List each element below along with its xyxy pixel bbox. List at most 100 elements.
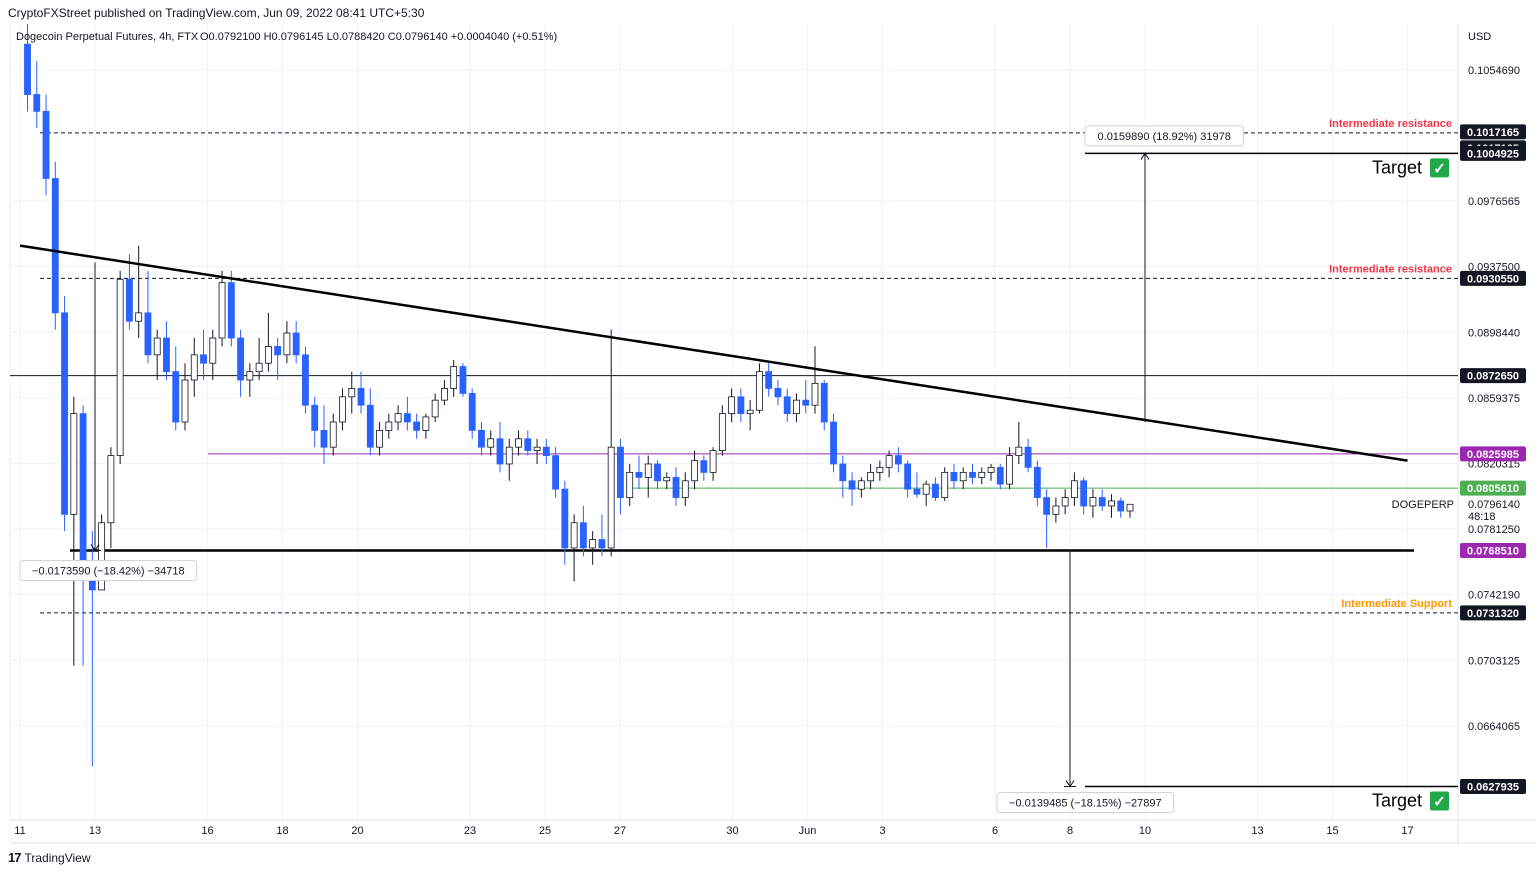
candle[interactable] <box>728 388 736 422</box>
candle[interactable] <box>468 388 476 439</box>
candle[interactable] <box>366 388 374 456</box>
candle[interactable] <box>737 388 745 422</box>
candle[interactable] <box>672 467 680 506</box>
candle[interactable] <box>524 430 532 456</box>
candle[interactable] <box>70 396 78 666</box>
candle[interactable] <box>1117 497 1125 518</box>
candle[interactable] <box>857 477 865 498</box>
candle[interactable] <box>126 254 133 330</box>
candle[interactable] <box>264 312 272 372</box>
candle[interactable] <box>570 514 578 582</box>
candle[interactable] <box>274 338 282 381</box>
candle[interactable] <box>987 463 995 481</box>
candle[interactable] <box>589 531 597 565</box>
candle[interactable] <box>1015 422 1023 464</box>
candle[interactable] <box>144 270 152 364</box>
candle[interactable] <box>209 329 217 381</box>
candle[interactable] <box>756 363 763 414</box>
candle[interactable] <box>709 447 717 481</box>
candle[interactable] <box>79 405 87 666</box>
candle[interactable] <box>153 329 161 381</box>
candle[interactable] <box>746 400 754 431</box>
candle[interactable] <box>783 388 791 422</box>
candle[interactable] <box>542 438 550 464</box>
candle[interactable] <box>839 455 847 498</box>
candle[interactable] <box>876 460 884 481</box>
candle[interactable] <box>830 413 837 473</box>
candle[interactable] <box>793 393 800 422</box>
candle[interactable] <box>969 463 976 485</box>
candle[interactable] <box>116 270 124 464</box>
candle[interactable] <box>1071 472 1078 506</box>
candle[interactable] <box>292 321 300 364</box>
candle[interactable] <box>820 380 828 431</box>
candle[interactable] <box>1024 438 1032 473</box>
candle[interactable] <box>181 363 189 431</box>
candles[interactable] <box>24 24 1134 767</box>
candle[interactable] <box>635 455 643 490</box>
candle[interactable] <box>24 24 31 112</box>
candle[interactable] <box>487 430 495 456</box>
candle[interactable] <box>376 422 383 456</box>
candle[interactable] <box>283 321 291 364</box>
candle[interactable] <box>1108 494 1115 518</box>
candle[interactable] <box>607 329 615 557</box>
candle[interactable] <box>598 514 606 557</box>
candle[interactable] <box>302 346 309 414</box>
candle[interactable] <box>403 396 411 431</box>
candle[interactable] <box>450 359 458 397</box>
candle[interactable] <box>246 363 254 397</box>
candle[interactable] <box>459 363 467 397</box>
candle[interactable] <box>255 338 263 381</box>
candle[interactable] <box>996 463 1004 490</box>
candle[interactable] <box>172 346 180 431</box>
candle[interactable] <box>894 447 902 473</box>
candle[interactable] <box>774 380 782 406</box>
candle[interactable] <box>644 455 652 498</box>
candle[interactable] <box>163 321 170 381</box>
candle[interactable] <box>107 447 115 548</box>
candle[interactable] <box>626 463 634 506</box>
candle[interactable] <box>227 270 235 347</box>
candle[interactable] <box>579 505 587 557</box>
candle[interactable] <box>904 460 912 498</box>
candle[interactable] <box>42 94 50 196</box>
candle[interactable] <box>802 380 810 414</box>
candle[interactable] <box>357 371 365 414</box>
candle[interactable] <box>348 371 356 414</box>
candle[interactable] <box>1126 503 1134 518</box>
candle[interactable] <box>61 296 68 532</box>
candle[interactable] <box>200 329 207 381</box>
candle[interactable] <box>681 472 689 506</box>
candle[interactable] <box>478 422 485 456</box>
candle[interactable] <box>700 455 708 481</box>
candle[interactable] <box>1006 447 1013 490</box>
candle[interactable] <box>422 413 430 439</box>
candle[interactable] <box>552 447 559 498</box>
candle[interactable] <box>394 405 402 431</box>
candle[interactable] <box>218 270 226 347</box>
candle[interactable] <box>950 463 958 490</box>
candle[interactable] <box>885 450 893 478</box>
candle[interactable] <box>311 396 319 448</box>
candle[interactable] <box>1043 489 1051 548</box>
candle[interactable] <box>1089 489 1097 518</box>
candle[interactable] <box>431 393 439 422</box>
candle[interactable] <box>33 60 41 129</box>
candle[interactable] <box>385 413 393 439</box>
candle[interactable] <box>441 380 448 406</box>
candle[interactable] <box>978 467 986 485</box>
footer-brand[interactable]: 17 TradingView <box>8 850 91 865</box>
candle[interactable] <box>496 422 504 473</box>
candle[interactable] <box>237 329 244 397</box>
candle[interactable] <box>765 363 773 397</box>
candle[interactable] <box>959 467 967 490</box>
candle[interactable] <box>1098 489 1106 512</box>
candle[interactable] <box>1061 489 1069 515</box>
candle[interactable] <box>515 430 522 456</box>
candle[interactable] <box>848 472 856 506</box>
candle[interactable] <box>329 413 337 456</box>
candle[interactable] <box>941 467 949 501</box>
candle[interactable] <box>663 472 671 490</box>
candle[interactable] <box>561 480 569 565</box>
